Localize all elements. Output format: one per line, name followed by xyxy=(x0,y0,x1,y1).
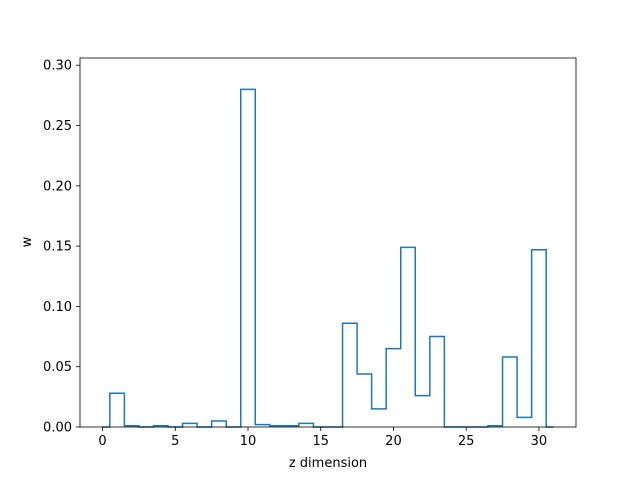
y-tick-label: 0.25 xyxy=(43,119,72,134)
plot-frame xyxy=(79,57,577,428)
x-tick-label: 15 xyxy=(312,434,329,449)
axes: 0 5 10 15 20 25 30 0.00 0.05 0.10 0.15 0.20 0.25 0.30 xyxy=(43,57,577,449)
y-tick-label: 0.20 xyxy=(43,179,72,194)
y-tick-label: 0.15 xyxy=(43,240,72,255)
y-tick-label: 0.30 xyxy=(43,59,72,74)
y-tick-label: 0.00 xyxy=(43,421,72,436)
y-axis-label: w xyxy=(20,236,35,247)
x-axis-label: z dimension xyxy=(289,456,367,471)
x-tick-label: 30 xyxy=(531,434,548,449)
x-tick-label: 10 xyxy=(240,434,257,449)
x-tick-label: 25 xyxy=(458,434,475,449)
x-tick-label: 0 xyxy=(98,434,106,449)
y-tick-label: 0.10 xyxy=(43,300,72,315)
x-tick-label: 5 xyxy=(171,434,179,449)
plot-area xyxy=(102,88,554,428)
x-tick-label: 20 xyxy=(385,434,402,449)
data-series-line xyxy=(102,88,554,428)
y-tick-label: 0.05 xyxy=(43,360,72,375)
